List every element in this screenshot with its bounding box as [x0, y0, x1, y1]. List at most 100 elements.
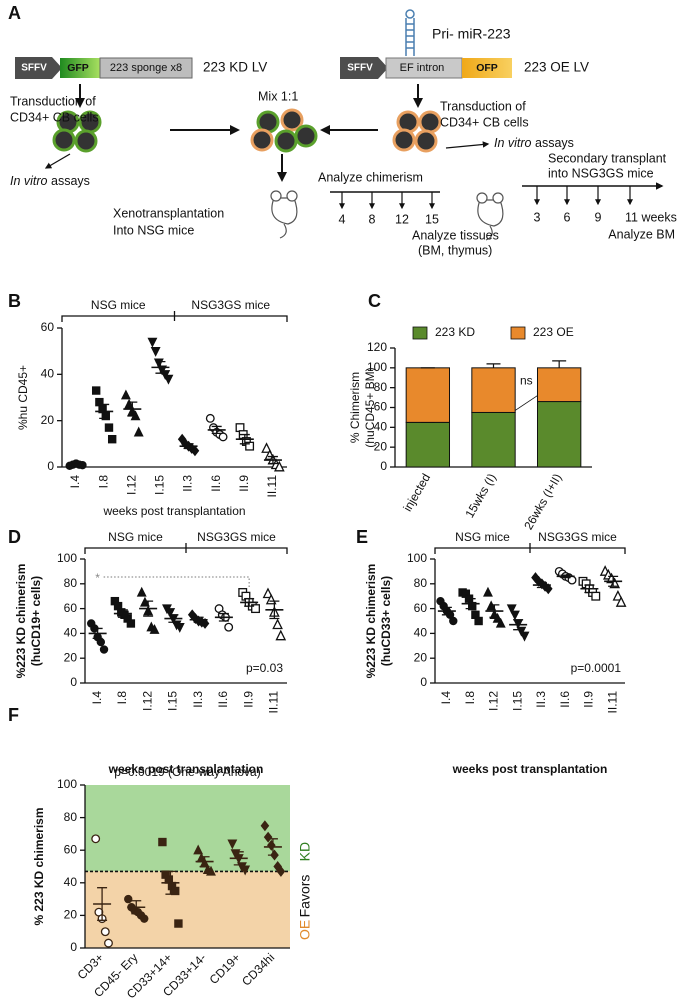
panel-label: C [368, 291, 381, 311]
panel-label: B [8, 291, 21, 311]
data-point [104, 938, 113, 948]
chart-title: p=0.0019 (One-way Anova) [114, 765, 260, 779]
x-tick-label: I.12 [487, 691, 501, 711]
error-bar [193, 616, 204, 623]
data-point [136, 586, 147, 597]
data-point [260, 820, 270, 832]
error-bar [127, 401, 138, 417]
x-tick-label: I.15 [510, 691, 524, 711]
data-point [474, 616, 483, 626]
x-tick-label: I.4 [90, 691, 104, 705]
bar-segment [405, 367, 451, 423]
y-tick-label: 20 [374, 439, 388, 453]
step-label: Analyze chimerism [318, 170, 423, 184]
panel-label: A [8, 3, 21, 23]
error-bar [239, 433, 250, 445]
kd-cells [52, 110, 102, 153]
error-bar [199, 856, 210, 868]
step-label: Into NSG mice [113, 223, 194, 237]
hairpin-label: Pri- miR-223 [432, 26, 511, 42]
data-point [124, 398, 135, 409]
y-tick-label: 20 [414, 650, 428, 664]
timepoint: 6 [564, 210, 571, 224]
y-tick-label: 0 [70, 675, 77, 689]
y-axis-label: (huCD33+ cells) [379, 576, 393, 666]
promoter-label: SFFV [347, 63, 373, 74]
legend-label: 223 OE [533, 325, 574, 339]
group-bracket [434, 543, 626, 554]
group-bracket [84, 543, 288, 554]
step-label: Secondary transplant [548, 151, 667, 165]
error-bar [441, 606, 452, 616]
favor-oe-region [85, 871, 290, 948]
x-tick-label: injected [400, 471, 433, 514]
timepoint: 9 [595, 210, 602, 224]
data-point [272, 618, 283, 630]
y-tick-label: 20 [41, 413, 55, 427]
data-point [251, 604, 260, 614]
x-tick-label: I.12 [140, 691, 154, 711]
timeline [330, 191, 440, 210]
error-bar [211, 425, 222, 435]
group-label: NSG mice [91, 298, 146, 312]
bar-segment [536, 367, 582, 403]
mouse [270, 190, 298, 239]
legend-label: 223 KD [435, 325, 475, 339]
data-point [150, 346, 161, 357]
y-tick-label: 100 [57, 777, 77, 791]
x-axis-label: weeks post transplantation [108, 762, 264, 776]
data-point [149, 623, 160, 634]
y-tick-label: 40 [41, 367, 55, 381]
data-point [133, 426, 144, 437]
y-tick-label: 60 [41, 320, 55, 334]
data-point [99, 645, 109, 654]
y-tick-label: 40 [374, 420, 388, 434]
data-point [165, 608, 176, 619]
error-bar [267, 838, 278, 856]
data-point [519, 631, 530, 642]
data-point [612, 589, 624, 601]
x-tick-label: I.8 [463, 691, 477, 705]
y-tick-label: 60 [64, 842, 78, 856]
error-bar [97, 887, 108, 921]
x-tick-label: II.3 [534, 691, 548, 708]
data-point [206, 865, 216, 876]
p-value: p=0.03 [246, 661, 283, 675]
y-tick-label: 0 [420, 675, 427, 689]
x-tick-label: II.6 [216, 691, 230, 708]
group-label: NSG3GS mice [197, 530, 276, 544]
x-tick-label: II.11 [265, 475, 279, 498]
step-label: into NSG3GS mice [548, 166, 654, 180]
y-tick-label: 40 [414, 626, 428, 640]
timepoint: 8 [369, 212, 376, 226]
error-bar [131, 900, 142, 915]
step-label: Transduction of [10, 94, 96, 108]
error-bar [244, 598, 255, 607]
x-tick-label: 15wks (I) [462, 471, 498, 520]
data-point [174, 919, 183, 928]
data-point [107, 434, 117, 444]
data-point [100, 927, 110, 937]
italic-text: In vitro [10, 174, 48, 188]
data-point [104, 423, 114, 432]
data-point [449, 616, 458, 626]
x-tick-label: I.15 [153, 475, 167, 495]
mouse [476, 192, 504, 241]
error-bar [486, 363, 501, 368]
step-label: Analyze BM [608, 227, 675, 241]
data-point [227, 839, 238, 850]
data-point [263, 831, 273, 843]
x-tick-label: CD34hi [239, 950, 277, 988]
y-tick-label: 80 [374, 380, 388, 394]
x-tick-label: II.3 [191, 691, 205, 708]
bar-segment [536, 401, 582, 468]
data-point [126, 619, 136, 628]
error-bar [489, 604, 500, 618]
side-label: KD [297, 842, 313, 861]
data-point [120, 389, 131, 400]
error-bar [552, 360, 567, 368]
group-label: NSG mice [108, 530, 163, 544]
annotation: ns [520, 374, 533, 388]
x-tick-label: I.4 [68, 475, 82, 489]
